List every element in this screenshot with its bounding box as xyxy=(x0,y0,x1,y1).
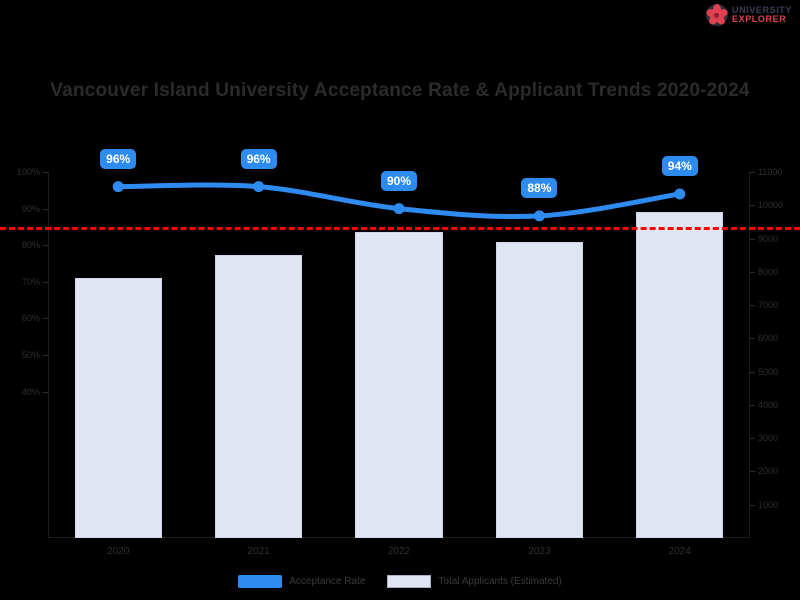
logo-text-secondary: EXPLORER xyxy=(731,14,787,24)
line-series xyxy=(112,181,686,222)
legend-swatch-icon xyxy=(238,575,283,588)
y-axis-right-tick-label: 9000 xyxy=(758,233,779,244)
y-axis-right-tick-label: 6000 xyxy=(758,333,779,344)
y-axis-right-tick-label: 4000 xyxy=(758,399,779,410)
y-axis-right-tick xyxy=(750,238,755,240)
y-axis-right-tick-label: 1000 xyxy=(758,499,779,510)
x-axis-tick-label: 2021 xyxy=(247,546,270,557)
y-axis-right-tick xyxy=(750,271,755,273)
y-axis-left-tick xyxy=(43,245,48,247)
y-axis-right-tick-label: 10000 xyxy=(758,200,784,211)
bar[interactable] xyxy=(74,278,162,538)
y-axis-right-tick-label: 5000 xyxy=(758,366,779,377)
line-point[interactable] xyxy=(112,181,124,193)
brand-logo: UNIVERSITY EXPLORER xyxy=(705,4,792,27)
line-point[interactable] xyxy=(674,188,686,200)
y-axis-left-tick xyxy=(43,318,48,320)
chart-title: Vancouver Island University Acceptance R… xyxy=(50,80,750,101)
maple-leaf-logo-icon xyxy=(705,4,729,27)
y-axis-right-tick xyxy=(750,404,755,406)
y-axis-right-tick xyxy=(750,371,755,373)
legend-label: Total Applicants (Estimated) xyxy=(438,576,562,587)
line-point[interactable] xyxy=(253,181,265,193)
y-axis-right xyxy=(749,172,750,538)
y-axis-right-tick-label: 8000 xyxy=(758,266,779,277)
y-axis-right-tick-label: 11000 xyxy=(758,167,783,177)
y-axis-right-tick-label: 7000 xyxy=(758,300,779,311)
logo-text-primary: UNIVERSITY xyxy=(731,5,792,15)
y-axis-right-tick xyxy=(750,338,755,340)
y-axis-left xyxy=(48,172,49,538)
y-axis-left-tick-label: 80% xyxy=(21,240,40,251)
y-axis-left-tick xyxy=(43,208,48,210)
y-axis-left-tick-label: 50% xyxy=(21,350,40,360)
legend-item[interactable]: Acceptance Rate xyxy=(238,575,365,588)
data-label: 94% xyxy=(661,155,698,176)
y-axis-left-tick xyxy=(43,172,48,173)
chart-legend: Acceptance Rate Total Applicants (Estimat… xyxy=(0,575,800,588)
legend-item[interactable]: Total Applicants (Estimated) xyxy=(387,575,562,588)
bar[interactable] xyxy=(355,231,443,538)
line-point[interactable] xyxy=(393,203,405,215)
x-axis-tick-label: 2020 xyxy=(107,546,130,557)
line-point[interactable] xyxy=(533,210,545,222)
y-axis-left-tick-label: 60% xyxy=(21,313,40,324)
x-axis-tick-label: 2022 xyxy=(387,546,411,557)
y-axis-right-tick xyxy=(750,205,755,207)
y-axis-right-tick xyxy=(750,504,755,506)
bar-series xyxy=(48,172,750,538)
data-label: 90% xyxy=(380,170,418,191)
bar[interactable] xyxy=(495,241,583,538)
y-axis-left-tick xyxy=(43,281,48,283)
data-label: 96% xyxy=(100,148,137,169)
plot-area: 100% 90% 80% 70% 60% 50% 40% 11000 10000 9000 800… xyxy=(0,148,800,557)
x-axis-tick-label: 2023 xyxy=(528,546,551,557)
x-axis-tick-label: 2024 xyxy=(668,546,691,557)
y-axis-left-tick xyxy=(43,391,48,393)
legend-label: Acceptance Rate xyxy=(289,576,366,587)
data-label: 88% xyxy=(521,177,558,198)
data-label: 96% xyxy=(240,148,277,169)
y-axis-left-tick-label: 100% xyxy=(16,167,40,177)
y-axis-right-tick-label: 2000 xyxy=(758,466,779,477)
y-axis-right-tick xyxy=(750,305,755,307)
y-axis-right-tick-label: 3000 xyxy=(758,433,779,444)
y-axis-right-tick xyxy=(750,172,755,173)
bar[interactable] xyxy=(636,211,724,538)
legend-swatch-icon xyxy=(387,575,432,588)
threshold-line xyxy=(0,226,800,230)
bar[interactable] xyxy=(215,255,303,538)
y-axis-right-tick xyxy=(750,471,755,473)
y-axis-right-tick xyxy=(750,438,755,440)
y-axis-left-tick-label: 70% xyxy=(21,276,40,287)
y-axis-left-tick xyxy=(43,355,48,356)
y-axis-left-tick-label: 90% xyxy=(21,203,40,214)
y-axis-left-tick-label: 40% xyxy=(21,386,40,397)
